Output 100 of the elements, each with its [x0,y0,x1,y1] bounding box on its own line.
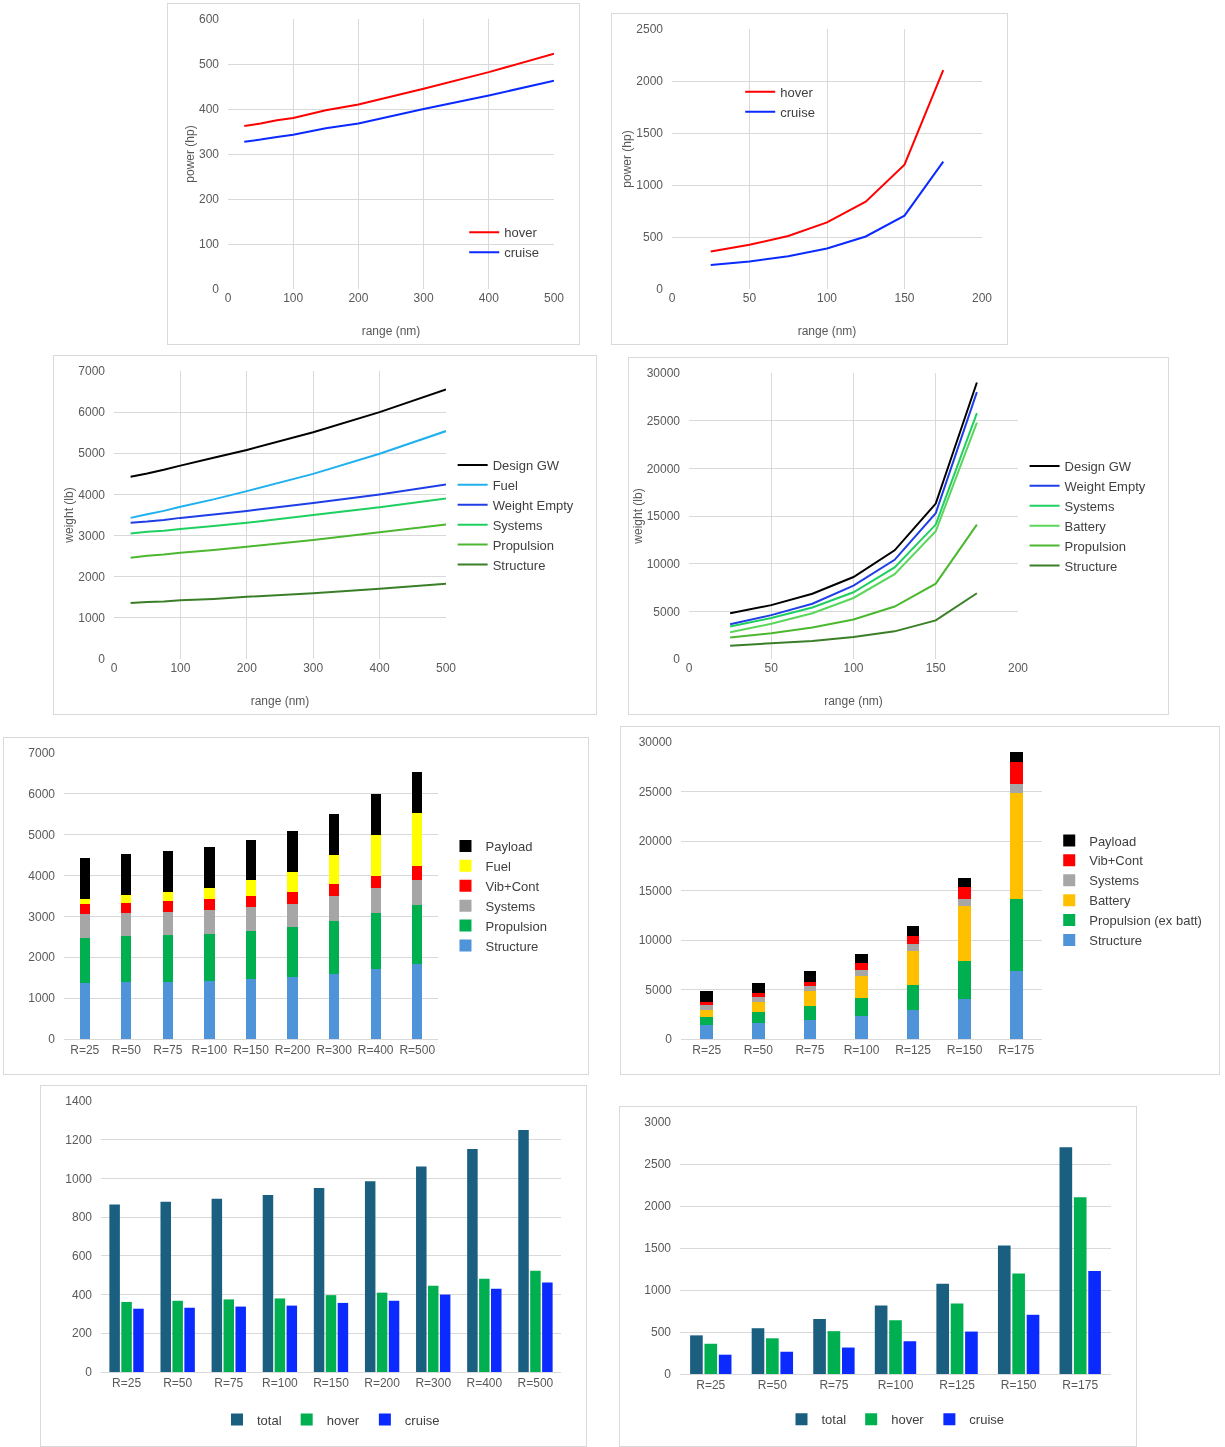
bar [370,794,381,836]
x-tick-label: 200 [1007,661,1029,675]
line-series [129,483,446,524]
bar [204,898,215,910]
x-tick-label: R=50 [743,1043,774,1058]
bar [204,887,215,899]
bar [752,993,765,998]
bar [827,1331,841,1374]
bar [752,983,765,994]
x-tick-label: R=25 [70,1043,100,1058]
bar [79,899,90,904]
bar [903,1341,917,1374]
x-tick-label: R=500 [517,1376,554,1391]
x-tick-label: R=125 [895,1043,932,1058]
x-tick-label: R=400 [466,1376,503,1391]
bar [1009,793,1023,900]
y-tick-label: 800 [71,1210,93,1225]
bar [162,891,174,901]
bar [223,1299,235,1372]
legend-label: Propulsion [492,537,555,553]
bar [204,980,215,1039]
bar [751,1328,765,1374]
bar [841,1347,855,1374]
x-tick-label: 0 [224,291,232,305]
bar [439,1294,451,1372]
line-series [243,79,554,143]
x-tick-label: R=200 [274,1043,311,1058]
y-tick-label: 200 [198,192,220,207]
x-tick-label: 150 [894,291,915,305]
bar [950,1303,964,1374]
bar [690,1335,703,1374]
line-series [129,430,446,519]
bar [718,1354,732,1374]
x-tick-label: R=50 [111,1043,142,1058]
y-tick-label: 2000 [78,569,106,584]
y-tick-label: 5000 [653,604,681,619]
legend-label: Systems [492,517,543,533]
bar [121,982,132,1039]
bar [997,1245,1011,1374]
x-tick-label: R=150 [1000,1378,1037,1393]
bar [337,1302,349,1372]
legend-label: Systems [1064,498,1115,514]
x-tick-label: R=50 [163,1376,193,1391]
x-tick-label: R=500 [399,1043,436,1058]
y-tick-label: 20000 [638,834,673,849]
bar [328,884,340,896]
y-tick-label: 1000 [78,611,106,626]
line-series [729,592,978,647]
bar [700,1016,714,1026]
bar [855,962,868,970]
x-tick-label: 400 [478,291,500,305]
bar [803,1020,817,1039]
legend-label: cruise [780,104,815,120]
bar [700,1010,714,1017]
y-tick-label: 6000 [28,787,56,802]
bar [803,971,817,982]
x-tick-label: R=400 [357,1043,394,1058]
bar [906,1010,920,1039]
bar [286,1305,298,1372]
bar [752,1012,765,1023]
x-tick-label: 500 [435,661,457,675]
y-tick-label: 30000 [638,735,673,750]
bar [958,886,971,900]
bar [427,1285,439,1372]
bar [906,984,920,1011]
y-tick-label: 0 [85,1365,93,1380]
x-tick-label: R=25 [696,1378,726,1393]
x-tick-label: 100 [843,661,864,675]
x-tick-label: 0 [110,661,118,675]
legend-label: Vib+Cont [485,878,540,894]
bar [412,771,423,813]
bar [245,895,257,908]
bar [1059,1147,1073,1374]
line-series [129,497,446,535]
x-tick-label: 50 [742,291,757,305]
legend-label: cruise [969,1412,1005,1428]
bar [412,812,423,867]
bar [245,979,257,1039]
x-tick-label: 150 [925,661,947,675]
bar [274,1298,286,1372]
y-tick-label: 600 [198,12,220,27]
bar [958,960,971,999]
x-tick-label: R=75 [214,1376,244,1391]
y-tick-label: 1500 [644,1241,672,1256]
bar [855,953,868,963]
legend-label: total [257,1412,282,1428]
bar [874,1305,888,1374]
y-tick-label: 100 [198,237,220,252]
y-tick-label: 4000 [78,487,106,502]
bar [958,998,971,1039]
x-tick-label: R=150 [233,1043,270,1058]
bar [79,938,90,984]
bar [245,880,257,896]
legend-label: hover [504,225,538,241]
y-tick-label: 10000 [638,933,673,948]
line-series [129,388,446,478]
bar [245,839,257,881]
bar [906,943,920,951]
bar [416,1166,427,1372]
x-tick-label: R=75 [153,1043,183,1058]
